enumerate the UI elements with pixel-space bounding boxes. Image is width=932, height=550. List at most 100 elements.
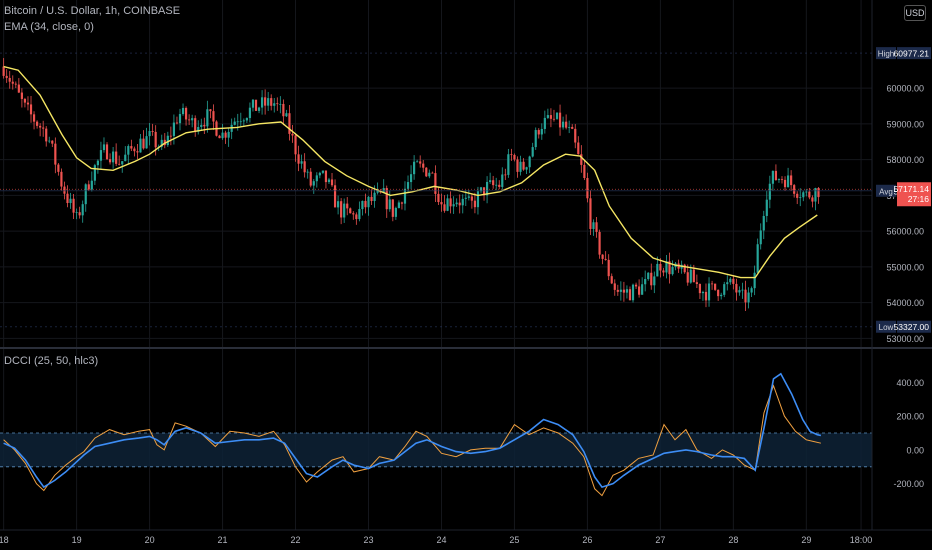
candle-body[interactable] [756,244,759,273]
candle-body[interactable] [561,121,565,128]
candle-body[interactable] [799,197,802,199]
candle-body[interactable] [93,165,96,181]
candle-body[interactable] [340,201,343,218]
candle-body[interactable] [619,289,622,292]
candle-body[interactable] [373,192,376,202]
candle-body[interactable] [814,188,817,202]
candle-body[interactable] [513,154,516,160]
candle-body[interactable] [738,290,741,293]
candle-body[interactable] [51,140,54,144]
candle-body[interactable] [184,107,188,120]
candle-body[interactable] [224,132,227,138]
candle-body[interactable] [434,173,437,194]
candle-body[interactable] [492,180,495,186]
candle-body[interactable] [124,154,127,162]
candle-body[interactable] [191,118,194,121]
candle-body[interactable] [212,111,215,122]
candle-body[interactable] [294,135,297,155]
candle-body[interactable] [428,172,431,177]
currency-button[interactable]: USD [904,5,926,21]
candle-body[interactable] [254,99,258,111]
candle-body[interactable] [574,128,577,143]
candle-body[interactable] [723,284,726,295]
candle-body[interactable] [519,161,522,172]
candle-body[interactable] [282,103,285,117]
candle-body[interactable] [528,156,531,168]
candle-body[interactable] [151,131,154,132]
candle-body[interactable] [473,200,477,208]
candle-body[interactable] [403,188,407,204]
candle-body[interactable] [534,130,537,148]
candle-body[interactable] [321,170,324,173]
candle-body[interactable] [75,212,78,214]
candle-body[interactable] [580,154,583,165]
candle-body[interactable] [388,199,391,210]
candle-body[interactable] [248,107,252,119]
candle-body[interactable] [650,272,653,286]
candle-body[interactable] [777,179,781,181]
candle-body[interactable] [604,258,607,260]
candle-body[interactable] [416,161,419,163]
candle-body[interactable] [489,180,492,182]
candle-body[interactable] [105,144,109,160]
candle-body[interactable] [397,202,401,208]
candle-body[interactable] [160,139,163,147]
candle-body[interactable] [817,188,820,198]
candle-body[interactable] [32,114,36,122]
candle-body[interactable] [251,99,255,108]
candle-body[interactable] [671,267,674,275]
candle-body[interactable] [20,92,23,99]
candle-body[interactable] [166,135,169,146]
candle-body[interactable] [142,138,145,149]
candle-body[interactable] [361,200,364,210]
candle-body[interactable] [35,121,39,126]
candle-body[interactable] [744,289,747,303]
candle-body[interactable] [227,131,230,138]
candle-body[interactable] [318,172,321,176]
candle-body[interactable] [540,128,543,135]
candle-body[interactable] [130,146,133,149]
candle-body[interactable] [54,143,57,165]
candle-body[interactable] [400,202,404,204]
candle-body[interactable] [531,147,534,157]
candle-body[interactable] [385,188,388,210]
candle-body[interactable] [419,161,422,164]
candle-body[interactable] [668,261,671,275]
candle-body[interactable] [586,178,589,199]
candle-body[interactable] [638,286,641,295]
candle-body[interactable] [203,124,206,127]
candle-body[interactable] [774,170,778,181]
candle-body[interactable] [653,276,656,286]
candle-body[interactable] [327,179,331,183]
candle-body[interactable] [720,294,723,297]
candle-body[interactable] [90,180,93,190]
candle-body[interactable] [17,84,20,93]
candle-body[interactable] [42,127,45,129]
candle-body[interactable] [11,81,14,84]
candle-body[interactable] [622,289,625,293]
candle-body[interactable] [370,196,373,202]
candle-body[interactable] [352,213,355,215]
candle-body[interactable] [324,170,328,183]
candle-body[interactable] [452,204,455,207]
candle-body[interactable] [768,183,771,200]
candle-body[interactable] [197,126,200,132]
candle-body[interactable] [409,174,413,183]
candle-body[interactable] [364,200,367,208]
candle-body[interactable] [710,283,714,285]
candle-body[interactable] [607,259,610,277]
candle-body[interactable] [194,118,197,132]
candle-body[interactable] [273,103,276,106]
candle-body[interactable] [613,283,616,290]
candle-body[interactable] [145,136,148,149]
candle-body[interactable] [762,215,765,231]
candle-body[interactable] [577,142,580,155]
candle-body[interactable] [811,197,814,202]
candle-body[interactable] [808,191,811,198]
candle-body[interactable] [60,171,63,187]
candle-body[interactable] [793,185,796,194]
candle-body[interactable] [741,289,744,291]
candle-body[interactable] [306,171,309,173]
candle-body[interactable] [780,179,784,180]
candle-body[interactable] [656,263,659,277]
